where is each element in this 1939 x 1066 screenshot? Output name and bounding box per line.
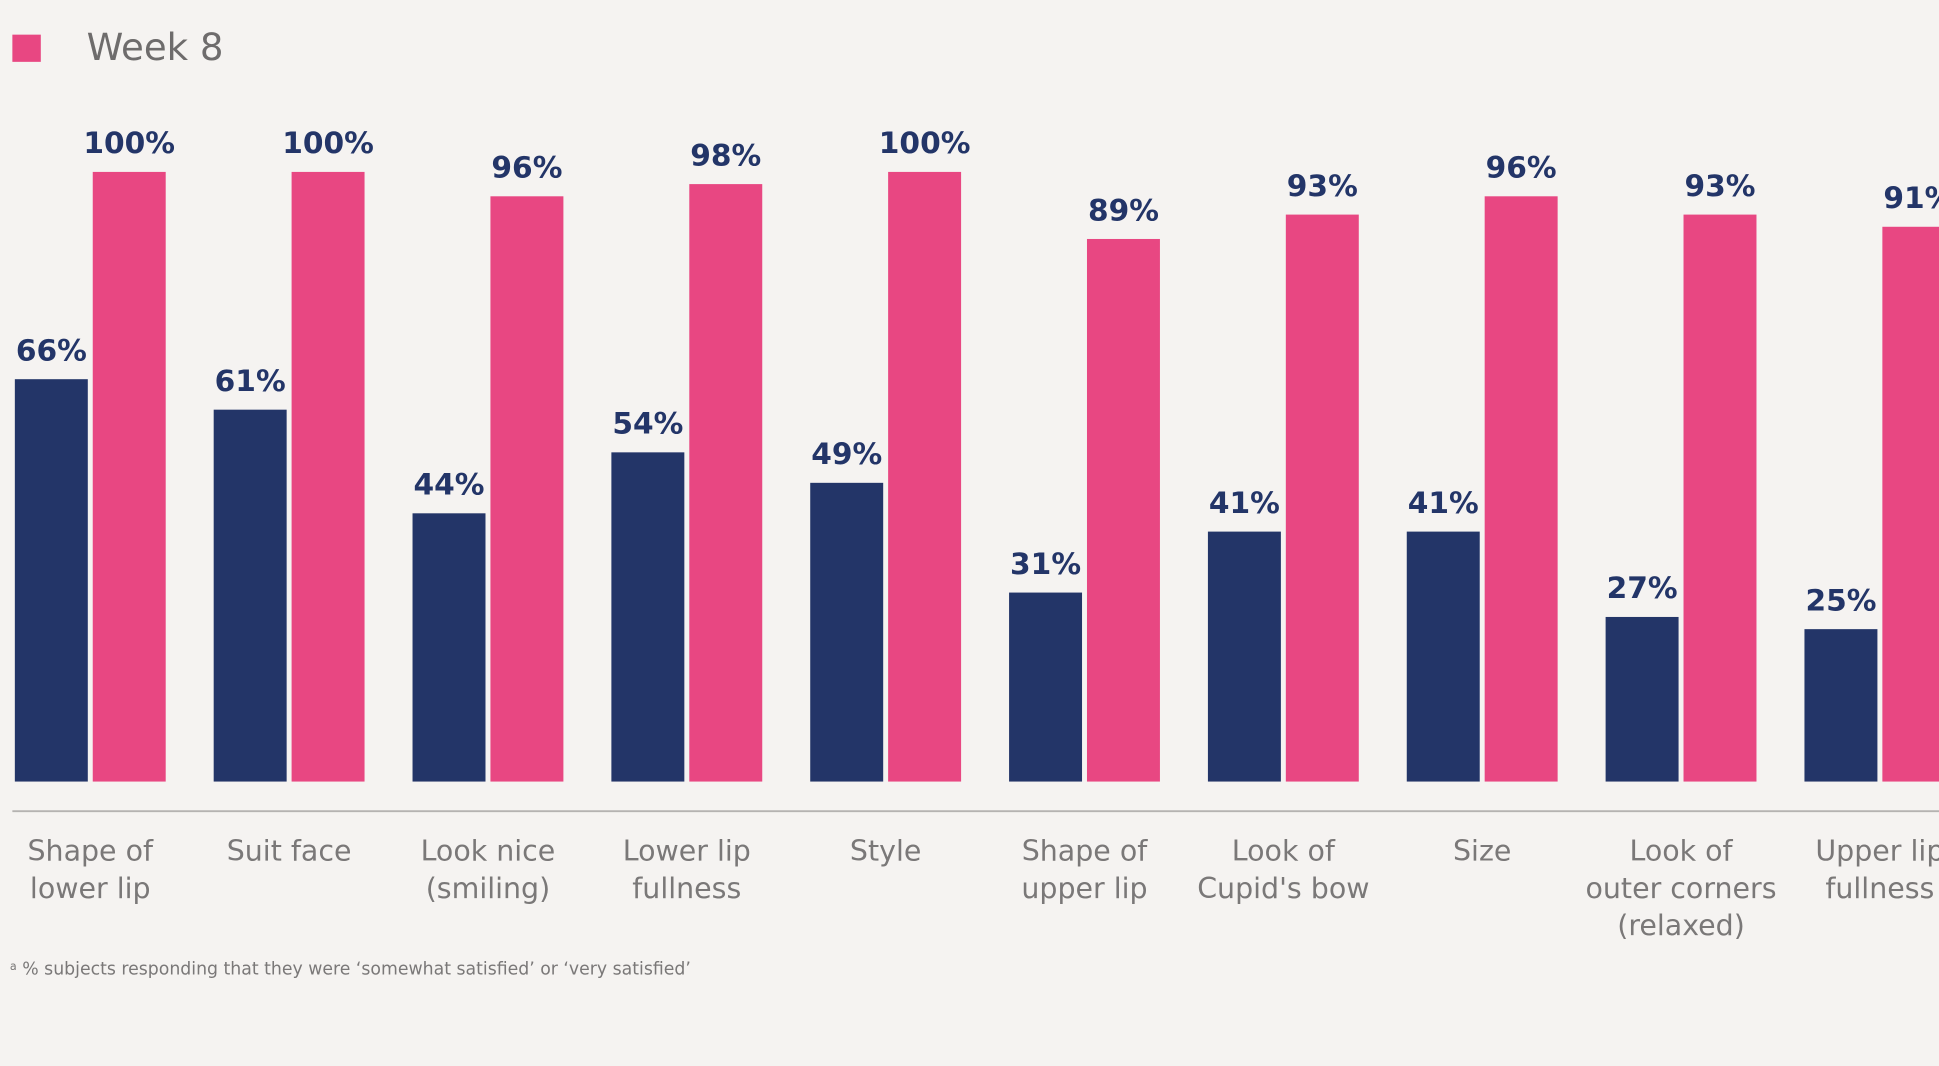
x-tick-label: Upper lip fullness: [1815, 835, 1939, 906]
legend-swatch: [12, 34, 41, 62]
bar: [1484, 196, 1558, 782]
data-label: 41%: [1408, 485, 1479, 520]
bar: [490, 196, 564, 782]
x-tick-label: Look of outer corners (relaxed): [1585, 835, 1777, 943]
x-tick-label: Look of Cupid's bow: [1197, 835, 1370, 906]
bar: [14, 379, 88, 782]
data-label: 89%: [1088, 192, 1159, 227]
data-label: 25%: [1805, 582, 1876, 617]
x-tick-label: Shape of lower lip: [27, 835, 154, 906]
data-label: 96%: [1486, 150, 1557, 185]
data-label: 100%: [83, 125, 175, 160]
data-label: 66%: [16, 332, 87, 367]
x-tick-label-box: Shape of upper lip: [1021, 835, 1148, 906]
x-tick-label: Lower lip fullness: [622, 835, 751, 906]
data-label: 44%: [414, 467, 485, 502]
bar: [92, 171, 166, 782]
data-label: 100%: [282, 125, 374, 160]
data-label: 93%: [1287, 168, 1358, 203]
bar: [1207, 531, 1281, 782]
data-label: 91%: [1883, 180, 1939, 215]
data-label: 93%: [1685, 168, 1756, 203]
data-label: 54%: [612, 406, 683, 441]
x-tick-label: Shape of upper lip: [1021, 835, 1148, 906]
bar: [1882, 226, 1939, 782]
bar: [1086, 238, 1160, 782]
x-tick-label-box: Look nice (smiling): [420, 835, 556, 906]
data-label: 61%: [215, 363, 286, 398]
bar: [1804, 629, 1878, 782]
bar: [1009, 592, 1083, 782]
data-label: 96%: [491, 150, 562, 185]
x-tick-label-box: Upper lip fullness: [1815, 835, 1939, 906]
x-tick-label: Suit face: [226, 835, 352, 869]
bar: [291, 171, 365, 782]
legend-label: Baseline: [87, 0, 244, 6]
x-tick-label: Look nice (smiling): [420, 835, 556, 906]
bar: [1605, 616, 1679, 782]
footnote: % subjects responding that they were ‘so…: [22, 960, 691, 980]
x-tick-label-box: Look of outer corners (relaxed): [1585, 835, 1777, 943]
data-label: 49%: [811, 436, 882, 471]
x-tick-label-box: Look of Cupid's bow: [1197, 835, 1370, 906]
bar: [1406, 531, 1480, 782]
x-tick-label-box: Lower lip fullness: [622, 835, 751, 906]
bar: [888, 171, 962, 782]
bar: [1683, 214, 1757, 782]
x-tick-label-box: Size: [1452, 835, 1512, 869]
x-tick-label-box: Suit face: [226, 835, 352, 869]
legend-label: Week 8: [87, 26, 224, 69]
x-tick-label-box: Shape of lower lip: [27, 835, 154, 906]
data-label: 98%: [690, 137, 761, 172]
bar: [213, 409, 287, 782]
data-label: 27%: [1607, 570, 1678, 605]
footnote-marker: a: [10, 960, 17, 973]
x-tick-label: Style: [849, 835, 922, 869]
x-tick-label-box: Style: [849, 835, 922, 869]
bar: [810, 482, 884, 782]
data-label: 31%: [1010, 546, 1081, 581]
bar: [412, 513, 486, 782]
data-label: 100%: [879, 125, 971, 160]
x-tick-label: Size: [1452, 835, 1512, 869]
bar: [611, 452, 685, 782]
bar: [689, 184, 763, 782]
bar: [1285, 214, 1359, 782]
data-label: 41%: [1209, 485, 1280, 520]
